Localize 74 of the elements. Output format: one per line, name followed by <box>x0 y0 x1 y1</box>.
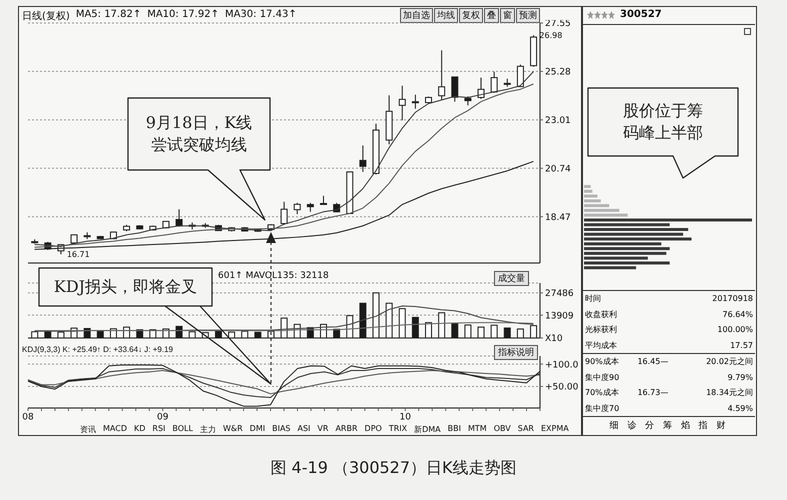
text: 加自选 <box>400 8 433 23</box>
text: 光标获利 100.00% <box>585 325 753 334</box>
candlestick <box>294 202 301 215</box>
annotation: 16.71 <box>66 250 90 260</box>
y-tick-label: 25.28 <box>545 68 572 78</box>
y-tick-label: 20.74 <box>545 164 572 174</box>
y-tick-label: 27486 <box>545 289 574 300</box>
text: 预测 <box>516 8 540 23</box>
text: BIAS <box>272 424 290 435</box>
text: 集中度70 4.59% <box>585 404 753 413</box>
annotation: 成交量 <box>494 271 529 286</box>
x-tick-label: 08 <box>22 412 34 422</box>
candlestick <box>412 94 419 110</box>
candlestick <box>398 85 406 121</box>
text: KDJ(9,3,3) K: +25.49↑ D: +33.64↓ J: +9.19 <box>22 345 173 354</box>
text: 601↑ MAVOL135: 32118 <box>218 271 329 281</box>
text: KD <box>134 424 146 435</box>
text: VR <box>317 424 328 435</box>
x-tick-label: 09 <box>157 412 169 422</box>
text: DMI <box>250 424 266 435</box>
candlestick <box>176 208 183 228</box>
text: 资讯 <box>80 424 96 435</box>
annotation: 9月18日，K线尝试突破均线 <box>144 112 254 156</box>
speech-bubble: 股价位于筹码峰上半部 <box>586 86 740 180</box>
text: 细 诊 分 筹 焰 指 财 <box>583 416 755 432</box>
text: 叠 <box>484 8 499 23</box>
text: RSI <box>152 424 166 435</box>
text: 主力 <box>200 424 216 435</box>
text: 90%成本 16.45— 20.02元之间 <box>585 357 753 366</box>
text: 新DMA <box>414 424 441 435</box>
y-tick-label: 18.47 <box>545 212 571 223</box>
text: BOLL <box>172 424 193 435</box>
candlestick <box>359 144 366 172</box>
text: 收盘获利 76.64% <box>585 310 753 319</box>
text: DPO <box>364 424 382 435</box>
text: 图 4-19 （300527）日K线走势图 <box>269 458 518 479</box>
text: ASI <box>298 424 310 435</box>
candlestick <box>451 76 458 102</box>
candlestick <box>490 71 498 94</box>
text: 时间 20170918 <box>585 294 753 304</box>
text: MA10: 17.92↑ <box>147 9 219 22</box>
text: MA5: 17.82↑ <box>76 9 142 22</box>
text: 窗 <box>500 8 515 23</box>
text: 日线(复权) <box>22 10 70 23</box>
bar <box>584 185 591 188</box>
text: W&R <box>222 424 243 435</box>
annotation: KDJ拐头，即将金叉 <box>40 268 210 306</box>
text: 集中度90 9.79% <box>585 372 753 382</box>
text: EXPMA <box>540 424 569 435</box>
x-tick-label: 10 <box>400 412 412 422</box>
text: MA30: 17.43↑ <box>224 9 297 22</box>
candlestick <box>280 201 288 226</box>
text: MTM <box>468 424 487 435</box>
text: OBV <box>494 424 511 435</box>
text: 70%成本 16.73— 18.34元之间 <box>585 388 753 398</box>
text: 复权 <box>459 8 483 23</box>
text: BBI <box>448 424 461 435</box>
text: 平均成本 17.57 <box>585 340 753 350</box>
line-series <box>34 322 534 332</box>
y-tick-label: +50.00 <box>545 382 579 393</box>
y-tick-label: 13909 <box>545 311 574 322</box>
annotation: 指标说明 <box>494 345 538 360</box>
text: TRIX <box>388 424 408 435</box>
speech-bubble: 9月18日，K线尝试突破均线 <box>126 96 272 222</box>
candlestick <box>438 50 446 101</box>
text: SAR <box>518 424 534 435</box>
text: ARBR <box>335 424 358 435</box>
chart-title: 300527 <box>620 9 662 20</box>
text: 均线 <box>434 8 458 23</box>
line-series <box>34 160 534 250</box>
y-tick-label: 23.01 <box>545 116 571 126</box>
text: MACD <box>103 424 127 435</box>
y-tick-label: +100.0 <box>545 360 579 370</box>
y-tick-label: X10 <box>545 334 563 344</box>
